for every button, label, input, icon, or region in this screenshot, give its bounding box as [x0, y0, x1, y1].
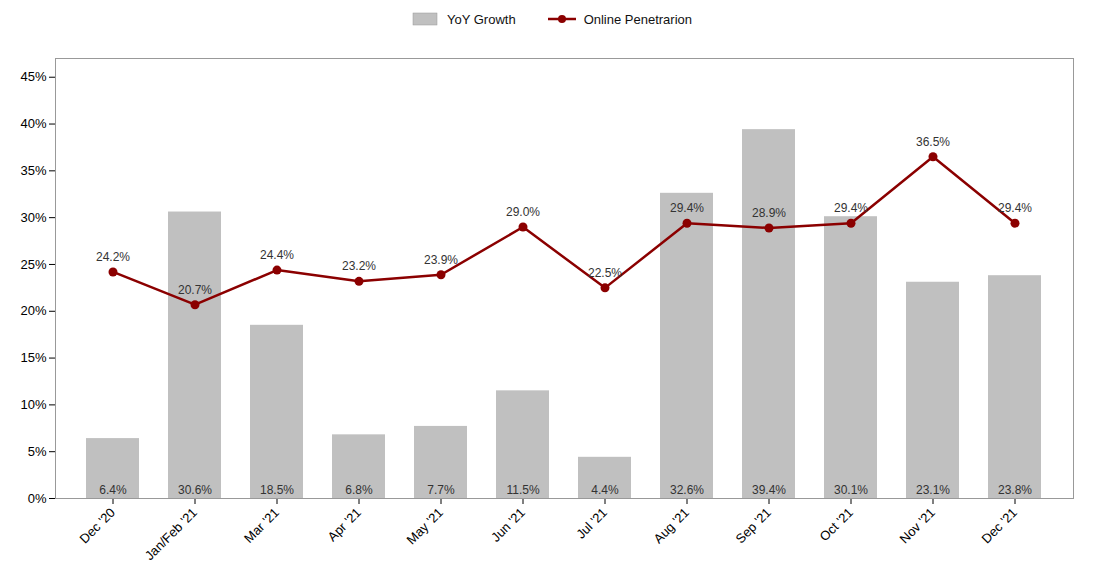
svg-text:Nov '21: Nov '21: [897, 505, 938, 546]
svg-text:35%: 35%: [20, 163, 46, 178]
svg-text:29.4%: 29.4%: [998, 201, 1032, 215]
svg-text:45%: 45%: [20, 69, 46, 84]
svg-text:Oct '21: Oct '21: [817, 505, 856, 544]
svg-text:39.4%: 39.4%: [752, 483, 786, 497]
svg-text:29.0%: 29.0%: [506, 205, 540, 219]
svg-text:7.7%: 7.7%: [427, 483, 455, 497]
svg-text:36.5%: 36.5%: [916, 135, 950, 149]
svg-text:Jun '21: Jun '21: [488, 505, 528, 545]
svg-text:20%: 20%: [20, 303, 46, 318]
svg-text:29.4%: 29.4%: [834, 201, 868, 215]
svg-text:Aug '21: Aug '21: [651, 505, 692, 546]
svg-text:23.9%: 23.9%: [424, 253, 458, 267]
svg-text:23.8%: 23.8%: [998, 483, 1032, 497]
svg-text:Mar '21: Mar '21: [241, 505, 282, 546]
svg-text:28.9%: 28.9%: [752, 206, 786, 220]
svg-text:40%: 40%: [20, 116, 46, 131]
svg-text:25%: 25%: [20, 257, 46, 272]
svg-text:11.5%: 11.5%: [506, 483, 539, 497]
svg-text:10%: 10%: [20, 397, 46, 412]
svg-text:30%: 30%: [20, 210, 46, 225]
svg-text:Dec '20: Dec '20: [77, 505, 118, 546]
svg-text:Apr '21: Apr '21: [325, 505, 364, 544]
svg-text:Jan/Feb '21: Jan/Feb '21: [142, 505, 200, 563]
svg-text:24.4%: 24.4%: [260, 248, 294, 262]
svg-text:Jul '21: Jul '21: [573, 505, 610, 542]
svg-text:6.4%: 6.4%: [99, 483, 127, 497]
svg-text:23.2%: 23.2%: [342, 259, 376, 273]
svg-text:22.5%: 22.5%: [588, 266, 622, 280]
svg-text:6.8%: 6.8%: [345, 483, 373, 497]
svg-text:29.4%: 29.4%: [670, 201, 704, 215]
svg-text:May '21: May '21: [404, 505, 447, 548]
svg-text:15%: 15%: [20, 350, 46, 365]
svg-text:20.7%: 20.7%: [178, 283, 212, 297]
svg-text:4.4%: 4.4%: [591, 483, 619, 497]
svg-text:23.1%: 23.1%: [916, 483, 950, 497]
html-text:YoY Growth: YoY Growth: [447, 11, 516, 27]
html-text:Online Penetrarion: Online Penetrarion: [583, 11, 692, 27]
svg-text:24.2%: 24.2%: [96, 250, 130, 264]
svg-text:30.1%: 30.1%: [834, 483, 868, 497]
svg-text:Sep '21: Sep '21: [733, 505, 774, 546]
svg-text:5%: 5%: [28, 444, 47, 459]
svg-text:30.6%: 30.6%: [178, 483, 212, 497]
svg-text:32.6%: 32.6%: [670, 483, 704, 497]
svg-text:Dec '21: Dec '21: [979, 505, 1020, 546]
svg-text:18.5%: 18.5%: [260, 483, 294, 497]
svg-text:0%: 0%: [28, 491, 47, 506]
